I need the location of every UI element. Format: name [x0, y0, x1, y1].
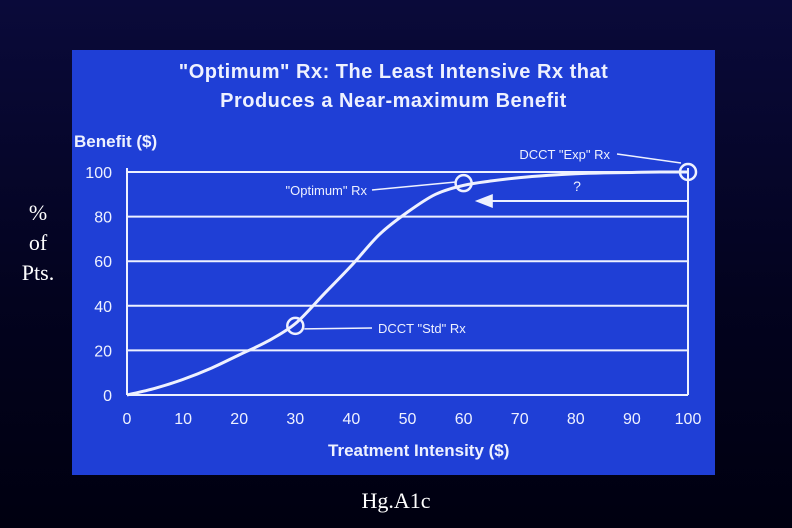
x-tick-label-50: 50	[399, 411, 417, 428]
x-tick-label-0: 0	[123, 411, 132, 428]
y-axis-label: Benefit ($)	[74, 132, 157, 151]
chart-svg: 0 20 40 60 80 100 0 10 20 30 40 50 60 70 80 90 100 DCCT …	[74, 132, 701, 460]
marker-std-rx	[286, 316, 305, 336]
x-tick-label-90: 90	[623, 411, 641, 428]
chart-title-line-1: "Optimum" Rx: The Least Intensive Rx tha…	[178, 61, 609, 83]
x-tick-label-30: 30	[286, 411, 304, 428]
x-tick-label-70: 70	[511, 411, 529, 428]
x-tick-label-80: 80	[567, 411, 585, 428]
annotation-question: ?	[573, 178, 581, 194]
annotation-optimum-rx: "Optimum" Rx	[286, 183, 368, 198]
y-tick-label-80: 80	[94, 210, 112, 227]
x-tick-label-60: 60	[455, 411, 473, 428]
leader-optimum-rx	[371, 181, 455, 191]
arrow-head	[474, 193, 493, 208]
series-group	[126, 170, 689, 397]
gridlines	[127, 171, 688, 396]
x-tick-label-100: 100	[675, 411, 702, 428]
y-tick-label-0: 0	[103, 388, 112, 405]
chart-slide: "Optimum" Rx: The Least Intensive Rx tha…	[72, 50, 715, 475]
y-tick-label-60: 60	[94, 254, 112, 271]
axes	[126, 168, 689, 395]
x-axis-label: Treatment Intensity ($)	[328, 441, 509, 460]
annotation-std-rx: DCCT "Std" Rx	[378, 321, 466, 336]
x-caption: Hg.A1c	[361, 488, 431, 513]
marker-optimum-rx	[454, 173, 473, 193]
y-tick-label-100: 100	[85, 165, 112, 182]
y-tick-label-40: 40	[94, 299, 112, 316]
marker-exp-rx	[678, 162, 698, 182]
chart-title: "Optimum" Rx: The Least Intensive Rx tha…	[72, 58, 715, 116]
side-label-line-3: Pts.	[21, 260, 55, 285]
leader-std-rx	[304, 327, 373, 330]
tick-labels: 0 20 40 60 80 100 0 10 20 30 40 50 60 70 80 90 100	[85, 165, 701, 428]
leader-exp-rx	[616, 153, 682, 164]
x-tick-label-10: 10	[174, 411, 192, 428]
x-tick-label-40: 40	[343, 411, 361, 428]
series-line-0	[126, 170, 689, 397]
annotations: DCCT "Exp" Rx "Optimum" Rx DCCT "Std" Rx?	[286, 147, 698, 336]
y-axis-side-label: % of Pts.	[8, 198, 68, 288]
x-tick-label-20: 20	[230, 411, 248, 428]
side-label-line-1: %	[28, 200, 48, 225]
y-tick-label-20: 20	[94, 343, 112, 360]
annotation-exp-rx: DCCT "Exp" Rx	[519, 147, 610, 162]
chart-title-line-2: Produces a Near-maximum Benefit	[220, 90, 567, 112]
side-label-line-2: of	[28, 230, 48, 255]
